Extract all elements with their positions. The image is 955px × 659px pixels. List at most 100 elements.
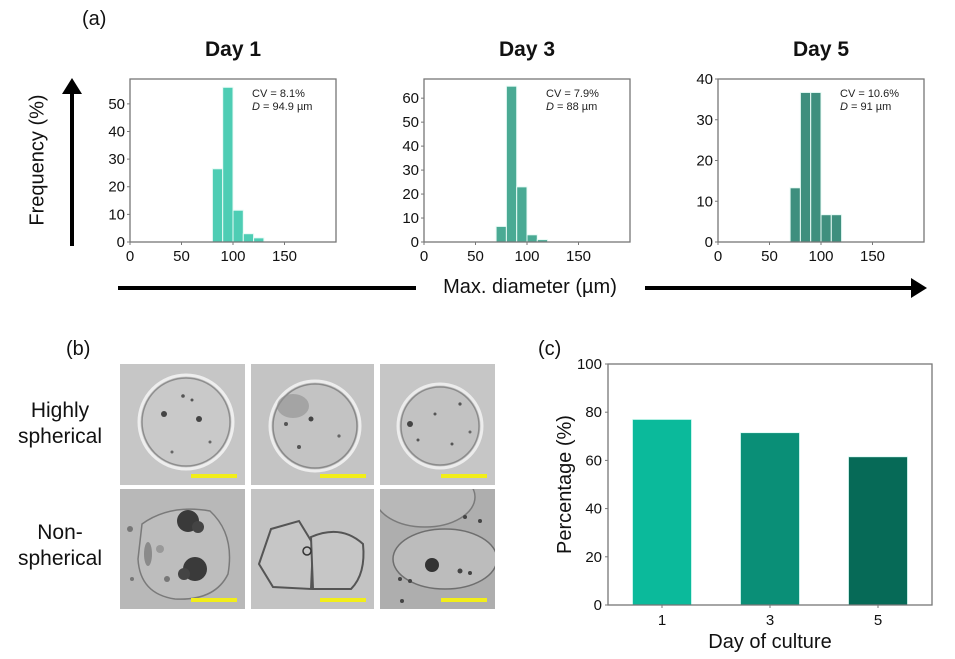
y-tick-label: 10	[402, 210, 419, 227]
x-tick-label: 150	[566, 248, 591, 265]
y-tick-label: 30	[696, 112, 713, 129]
row-label-non-spherical: Non- spherical	[5, 520, 115, 572]
y-tick-label: 0	[117, 234, 125, 251]
histogram-bar	[526, 234, 538, 243]
d-symbol: D	[546, 101, 554, 113]
scale-bar	[320, 474, 366, 478]
y-tick-label: 20	[585, 549, 602, 566]
panel-a-label: (a)	[82, 8, 107, 30]
d-value: = 91 µm	[848, 101, 891, 113]
plot-frame	[607, 363, 933, 606]
x-tick-label: 0	[714, 248, 722, 265]
x-tick-label: 150	[272, 248, 297, 265]
y-tick-label: 40	[585, 501, 602, 518]
histogram-bar	[820, 214, 832, 243]
d-symbol: D	[252, 101, 260, 113]
y-tick-label: 30	[402, 162, 419, 179]
row-label-spherical-line1: Highly	[30, 399, 90, 422]
y-tick-label: 0	[705, 234, 713, 251]
histogram-day5: 0 10 20 30 40 0 50 100 150 CV = 10.6%D = 91 µm	[696, 71, 925, 265]
hist-title-day1: Day 1	[204, 38, 262, 61]
d-symbol: D	[840, 101, 848, 113]
d-value: = 94.9 µm	[260, 101, 313, 113]
y-tick-label: 0	[411, 234, 419, 251]
panel-c-label: (c)	[538, 338, 562, 360]
d-annotation: D = 91 µm	[840, 101, 891, 113]
histogram-day1: 0 10 20 30 40 50 0 50 100 150 CV = 8.1%D = 94.9 µm	[108, 78, 337, 265]
micrograph-spherical-3	[380, 364, 495, 485]
histogram-bar	[242, 233, 255, 243]
shared-ylabel: Frequency (%)	[26, 94, 49, 226]
histogram-bar	[516, 186, 528, 243]
d-value: = 88 µm	[554, 101, 597, 113]
scale-bar	[320, 598, 366, 602]
histogram-bar	[789, 187, 801, 243]
histogram-bar	[505, 85, 518, 243]
histogram-day3: 0 10 20 30 40 50 60 0 50 100 150 CV = 7.9%D = 88 µm	[402, 78, 631, 265]
x-tick-label: 50	[467, 248, 484, 265]
y-tick-label: 100	[577, 356, 602, 373]
x-arrow-head	[911, 278, 927, 298]
bar-day-1	[632, 419, 692, 606]
hist-title-day3: Day 3	[498, 38, 556, 61]
micrograph-nonspherical-1	[120, 489, 245, 609]
d-annotation: D = 94.9 µm	[252, 101, 312, 113]
histogram-bar	[830, 214, 843, 243]
hist-title-day5: Day 5	[792, 38, 850, 61]
x-tick-label: 1	[658, 612, 666, 629]
x-tick-label: 100	[808, 248, 833, 265]
x-tick-label: 0	[420, 248, 428, 265]
x-tick-label: 50	[173, 248, 190, 265]
row-label-nonspherical-line2: spherical	[17, 547, 103, 570]
x-tick-label: 3	[766, 612, 774, 629]
y-tick-label: 40	[402, 138, 419, 155]
d-annotation: D = 88 µm	[546, 101, 597, 113]
y-tick-label: 60	[585, 452, 602, 469]
y-tick-label: 20	[402, 186, 419, 203]
y-axis-label: Percentage (%)	[554, 415, 576, 554]
y-arrow-head	[62, 78, 82, 94]
x-tick-label: 0	[126, 248, 134, 265]
cv-annotation: CV = 8.1%	[252, 88, 305, 100]
histogram-bar	[232, 209, 244, 243]
y-tick-label: 60	[402, 90, 419, 107]
histogram-bar	[211, 168, 224, 243]
histogram-bar	[495, 225, 507, 243]
y-tick-label: 50	[108, 96, 125, 113]
bar-day-3	[740, 432, 800, 606]
histogram-bar	[222, 86, 234, 243]
micrograph-spherical-1	[120, 364, 245, 485]
y-tick-label: 20	[696, 153, 713, 170]
cv-annotation: CV = 10.6%	[840, 88, 899, 100]
x-arrow-left-segment	[118, 286, 416, 290]
y-tick-label: 30	[108, 151, 125, 168]
x-arrow-right-segment	[645, 278, 927, 298]
y-tick-label: 50	[402, 114, 419, 131]
x-tick-label: 50	[761, 248, 778, 265]
y-tick-label: 10	[696, 193, 713, 210]
bar-chart-percentage: 1 3 5 0 20 40 60 80 100 Day of culture Percentage …	[554, 356, 933, 653]
x-tick-label: 100	[220, 248, 245, 265]
row-label-spherical: Highly spherical	[5, 398, 115, 450]
y-tick-label: 80	[585, 404, 602, 421]
scale-bar	[441, 598, 487, 602]
y-up-arrow	[62, 78, 82, 246]
histogram-bar	[799, 91, 812, 243]
x-tick-label: 5	[874, 612, 882, 629]
row-label-spherical-line2: spherical	[17, 425, 103, 448]
x-axis-label: Day of culture	[708, 631, 831, 653]
scale-bar	[441, 474, 487, 478]
x-tick-label: 100	[514, 248, 539, 265]
scale-bar	[191, 598, 237, 602]
micrograph-spherical-2	[251, 364, 374, 485]
scale-bar	[191, 474, 237, 478]
y-tick-label: 10	[108, 206, 125, 223]
y-tick-label: 40	[696, 71, 713, 88]
y-tick-label: 40	[108, 123, 125, 140]
shared-xlabel: Max. diameter (µm)	[443, 276, 617, 298]
x-tick-label: 150	[860, 248, 885, 265]
row-label-nonspherical-line1: Non-	[37, 521, 83, 544]
histogram-bar	[810, 91, 822, 243]
y-tick-label: 20	[108, 179, 125, 196]
micrograph-nonspherical-2	[251, 489, 374, 609]
